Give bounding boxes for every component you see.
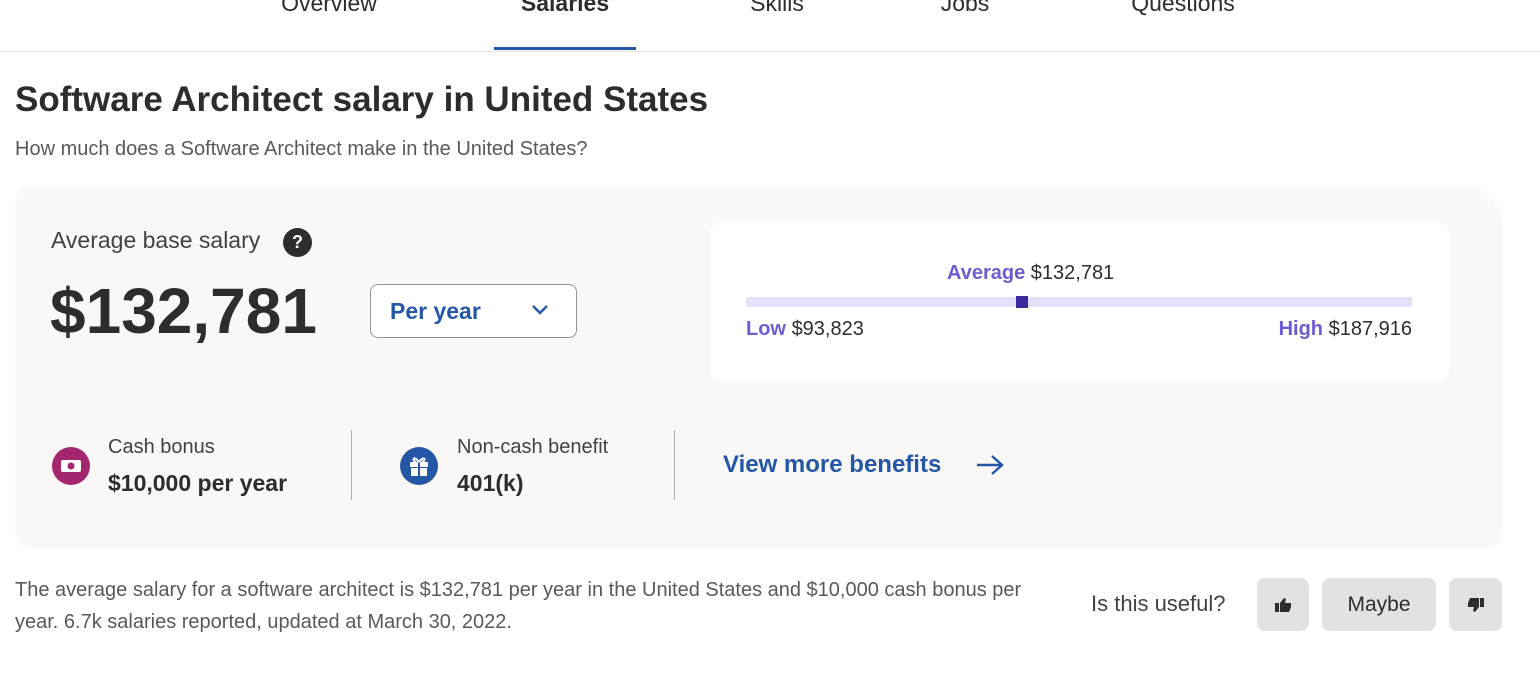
arrow-icon xyxy=(977,455,1004,475)
benefit-value: $10,000 per year xyxy=(108,470,288,496)
tab-indicator xyxy=(494,47,636,50)
low-title: Low xyxy=(746,318,786,340)
cash-icon xyxy=(52,447,90,485)
salary-amount: $132,781 xyxy=(50,275,317,347)
benefit-value: 401(k) xyxy=(457,470,524,496)
average-value: $132,781 xyxy=(1030,262,1115,284)
high-value: $187,916 xyxy=(1328,318,1412,340)
range-bar xyxy=(746,296,1412,308)
tab[interactable]: Skills xyxy=(750,0,804,16)
help-icon[interactable]: ? xyxy=(283,228,312,257)
feedback-question: Is this useful? xyxy=(1091,591,1226,616)
thumbs-up-button[interactable] xyxy=(1257,578,1309,631)
divider xyxy=(0,51,1540,52)
subtitle: How much does a Software Architect make … xyxy=(15,138,588,160)
low-label: Low $93,823 xyxy=(746,318,864,341)
divider xyxy=(674,430,675,500)
thumbs-up-icon xyxy=(1275,597,1291,612)
average-title: Average xyxy=(947,262,1026,284)
thumbs-down-button[interactable] xyxy=(1449,578,1502,631)
average-label: Average $132,781 xyxy=(947,262,1114,285)
tab[interactable]: Jobs xyxy=(940,0,990,16)
chevron xyxy=(532,305,548,315)
divider xyxy=(351,430,352,500)
more-benefits-link[interactable]: View more benefits xyxy=(723,451,942,478)
gift-icon xyxy=(400,447,438,485)
average-marker xyxy=(1015,296,1028,308)
period-value: Per year xyxy=(390,298,481,324)
title: Software Architect salary in United Stat… xyxy=(15,80,709,119)
low-value: $93,823 xyxy=(791,318,864,340)
benefit-label: Cash bonus xyxy=(108,436,215,458)
period-dropdown[interactable]: Per year xyxy=(370,284,577,338)
high-title: High xyxy=(1278,318,1324,340)
thumbs-down-icon xyxy=(1467,597,1484,612)
summary: The average salary for a software archit… xyxy=(15,579,1022,633)
tab[interactable]: Overview xyxy=(281,0,377,16)
tab[interactable]: Questions xyxy=(1131,0,1235,16)
benefit-label: Non-cash benefit xyxy=(457,436,609,458)
high-label: High $187,916 xyxy=(1112,318,1412,341)
tab[interactable]: Salaries xyxy=(520,0,610,16)
maybe-button[interactable]: Maybe xyxy=(1322,578,1436,631)
salary-label: Average base salary xyxy=(51,227,261,253)
